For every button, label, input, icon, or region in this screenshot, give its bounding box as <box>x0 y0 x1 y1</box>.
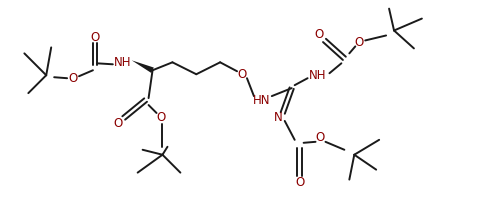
Text: HN: HN <box>253 94 271 107</box>
Text: O: O <box>91 31 100 44</box>
Text: N: N <box>273 112 282 125</box>
Text: O: O <box>314 28 323 41</box>
Text: O: O <box>315 131 324 144</box>
Text: O: O <box>156 112 165 125</box>
Text: NH: NH <box>114 56 132 69</box>
Text: O: O <box>68 72 77 85</box>
Text: O: O <box>113 117 122 130</box>
Text: O: O <box>237 68 247 81</box>
Text: NH: NH <box>309 69 326 82</box>
Text: O: O <box>355 36 364 49</box>
Text: O: O <box>295 176 304 189</box>
Polygon shape <box>132 60 154 73</box>
